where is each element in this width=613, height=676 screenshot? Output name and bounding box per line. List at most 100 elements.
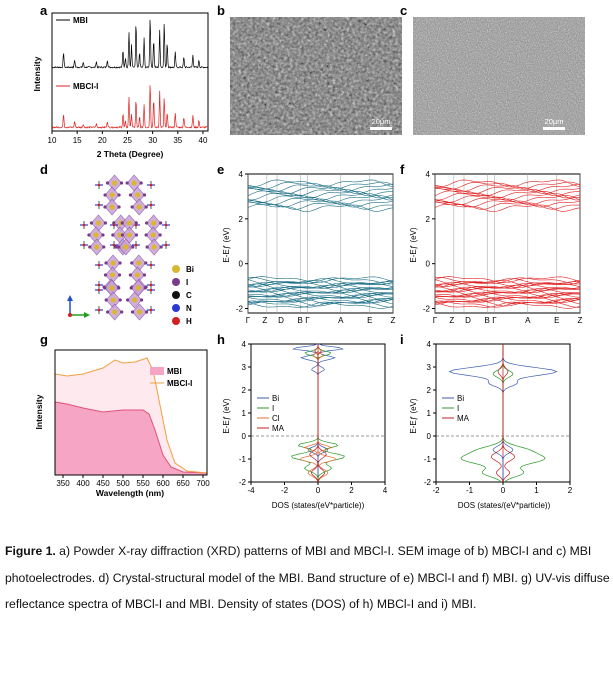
band-kpoint: E xyxy=(367,316,372,325)
dos-legend-item: I xyxy=(272,404,274,413)
panel-f-bands: f E-Eƒ (eV) 4 2 0 -2 Γ Z D B Γ A E Z xyxy=(400,160,613,330)
uv-xtick: 600 xyxy=(156,479,170,488)
panel-b-sem: b 20μm xyxy=(215,0,402,160)
dos-ytick: 2 xyxy=(427,386,432,395)
valence-band xyxy=(248,281,394,289)
xrd-xtick: 15 xyxy=(73,136,82,145)
conduction-band xyxy=(247,197,394,206)
dos-chart-mbi: E-Eƒ (eV) DOS (states/(eV*particle)) 4 3 2… xyxy=(409,340,573,510)
uv-ylabel: Intensity xyxy=(34,394,44,429)
conduction-band xyxy=(434,179,581,188)
band-ytick: 2 xyxy=(239,215,244,224)
band-kpoint: Γ xyxy=(492,316,497,325)
conduction-band xyxy=(248,183,394,192)
band-kpoint: B xyxy=(485,316,490,325)
conduction-band xyxy=(247,187,394,194)
band-kpoint: Γ xyxy=(246,316,251,325)
dos-ytick: 4 xyxy=(427,340,432,349)
legend-mbcli: MBCl-I xyxy=(73,82,98,91)
panel-label-d: d xyxy=(40,162,48,177)
band-kpoint: A xyxy=(338,316,344,325)
xrd-xtick: 10 xyxy=(48,136,57,145)
valence-band xyxy=(434,299,581,307)
dos-curve xyxy=(309,344,319,483)
band-ytick: 4 xyxy=(239,170,244,179)
panel-d-structure: d Bi I C N H xyxy=(0,160,215,330)
dos-chart-mbcli: E-Eƒ (eV) DOS (states/(eV*particle)) 4 3 2… xyxy=(222,340,388,510)
conduction-band xyxy=(434,200,581,208)
xrd-chart: MBI MBCl-I 10 15 20 25 30 35 40 Intensity 2 Th… xyxy=(32,12,209,159)
band-ytick: 0 xyxy=(239,260,244,269)
valence-band xyxy=(434,283,581,290)
dos-xtick: 0 xyxy=(316,486,321,495)
dos-curve xyxy=(317,344,327,483)
band-kpoint: Z xyxy=(391,316,396,325)
valence-band xyxy=(434,301,581,309)
uv-xtick: 450 xyxy=(96,479,110,488)
valence-band xyxy=(247,301,394,309)
dos-curve xyxy=(502,344,515,483)
dos-curve xyxy=(291,344,319,482)
dos-xtick: 2 xyxy=(349,486,354,495)
band-kpoint: Z xyxy=(262,316,267,325)
uv-xtick: 400 xyxy=(76,479,90,488)
valence-band xyxy=(434,276,581,283)
legend-uv-mbi: MBI xyxy=(167,367,182,376)
uv-xtick: 700 xyxy=(196,479,210,488)
dos-xtick: -2 xyxy=(432,486,440,495)
uv-xtick: 650 xyxy=(176,479,190,488)
conduction-band xyxy=(434,197,581,206)
conduction-band xyxy=(247,188,393,197)
conduction-band xyxy=(435,183,581,192)
xrd-xtick: 40 xyxy=(199,136,208,145)
valence-band xyxy=(247,300,394,308)
conduction-band xyxy=(247,203,394,212)
conduction-band xyxy=(247,195,394,204)
dos-i-xlabel: DOS (states/(eV*particle)) xyxy=(458,501,551,510)
valence-band xyxy=(247,291,394,299)
dos-ytick: 4 xyxy=(242,340,247,349)
legend-n: N xyxy=(186,304,192,313)
band-ytick: 0 xyxy=(426,260,431,269)
valence-band xyxy=(434,294,581,302)
dos-legend-item: I xyxy=(457,404,459,413)
panel-label-c: c xyxy=(400,3,408,18)
panel-i-dos: i E-Eƒ (eV) DOS (states/(eV*particle)) 4… xyxy=(400,330,613,515)
valence-band xyxy=(435,281,581,289)
conduction-band xyxy=(434,181,581,190)
legend-h: H xyxy=(186,317,192,326)
band-ytick: 2 xyxy=(426,215,431,224)
conduction-band xyxy=(247,179,394,188)
valence-band xyxy=(247,279,394,287)
valence-band xyxy=(247,281,394,289)
xrd-xtick: 30 xyxy=(148,136,157,145)
sem-image-mbcli: 20μm xyxy=(230,17,402,135)
conduction-band xyxy=(434,203,581,212)
valence-band xyxy=(434,279,581,287)
xrd-ylabel: Intensity xyxy=(32,56,42,91)
band-kpoint: Z xyxy=(578,316,583,325)
dos-ytick: -1 xyxy=(239,455,247,464)
dos-xtick: -1 xyxy=(466,486,474,495)
uv-xtick: 550 xyxy=(136,479,150,488)
valence-band xyxy=(247,276,394,283)
panel-h-dos: h E-Eƒ (eV) DOS (states/(eV*particle)) 4… xyxy=(215,330,400,515)
sem-texture-b xyxy=(230,17,402,135)
dos-xtick: -2 xyxy=(281,486,289,495)
figure-caption: Figure 1. a) Powder X-ray diffraction (X… xyxy=(5,538,610,618)
valence-band xyxy=(247,299,394,307)
valence-band xyxy=(434,281,581,289)
conduction-band xyxy=(434,190,581,199)
band-structure-mbcli: E-Eƒ (eV) 420-2Γ Z D B Γ A E Z xyxy=(222,170,396,325)
band-e-ylabel: E-Eƒ (eV) xyxy=(222,227,231,262)
panel-label-h: h xyxy=(217,332,225,347)
band-kpoint: Z xyxy=(449,316,454,325)
dos-curve xyxy=(491,344,504,483)
valence-band xyxy=(434,300,581,308)
dos-curve xyxy=(317,344,345,482)
dos-ytick: 0 xyxy=(242,432,247,441)
dos-curve xyxy=(448,344,504,482)
panel-label-i: i xyxy=(400,332,404,347)
conduction-band xyxy=(434,193,581,201)
valence-band xyxy=(434,289,581,297)
